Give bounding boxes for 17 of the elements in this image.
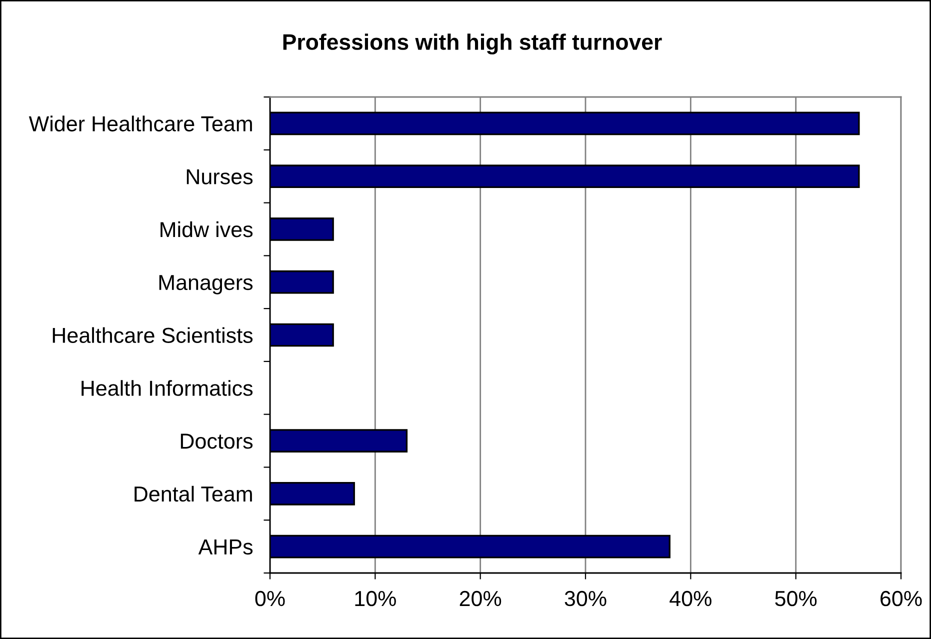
x-tick-label: 10% — [355, 590, 396, 606]
y-tick-label: Wider Healthcare Team — [28, 116, 252, 132]
x-tick-label: 60% — [880, 590, 922, 606]
y-tick-label: Doctors — [180, 434, 253, 449]
y-tick-label: Midw ives — [160, 221, 253, 238]
y-tick-label: Dental Team — [134, 486, 252, 502]
x-tick-label: 0% — [255, 590, 285, 606]
y-tick-label: Nurses — [186, 169, 253, 184]
x-tick-label: 40% — [670, 590, 712, 606]
y-tick-label: Managers — [159, 275, 253, 294]
y-tick-label: Healthcare Scientists — [52, 327, 253, 344]
chart-title: Professions with high staff turnover — [283, 34, 662, 54]
x-tick-label: 20% — [460, 590, 502, 606]
x-tick-label: 30% — [564, 590, 606, 606]
y-tick-label: Health Informatics — [82, 380, 253, 396]
x-tick-label: 50% — [775, 590, 817, 606]
y-tick-label: AHPs — [198, 540, 253, 555]
